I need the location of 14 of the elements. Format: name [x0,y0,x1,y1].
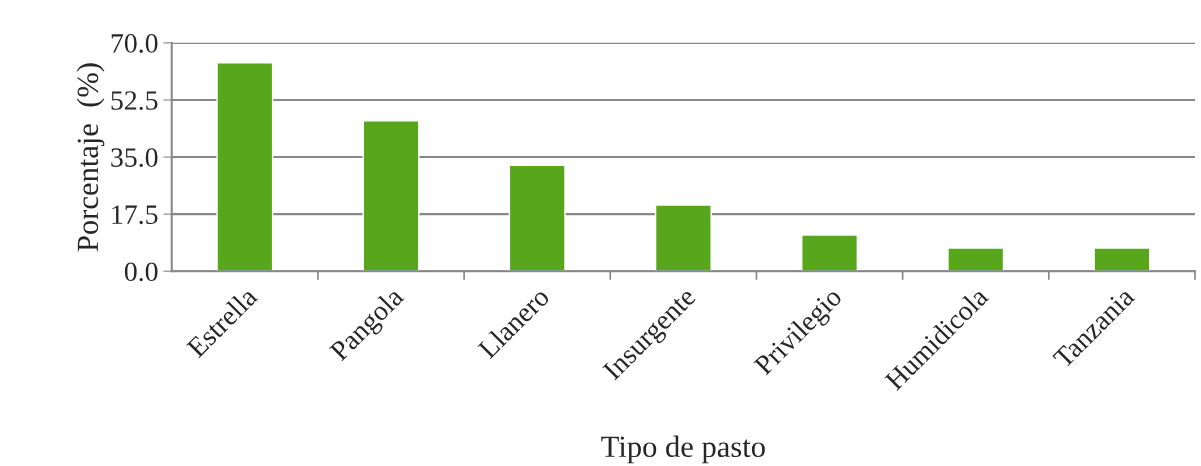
x-axis-title: Tipo de pasto [601,435,765,464]
y-tick-label: 17.5 [112,205,158,225]
bar [654,204,712,272]
bar [362,120,420,272]
y-axis-title: Porcentaje (%) [76,63,105,252]
y-tick-label: 70.0 [111,34,158,53]
y-tick-label: 52.5 [111,91,158,110]
y-tick-label: 0.0 [124,262,158,282]
bar [947,247,1005,272]
bar [216,62,274,272]
bar [801,234,859,272]
bar [1093,247,1151,272]
y-tick-label: 35.0 [111,148,158,168]
bar [508,164,566,272]
